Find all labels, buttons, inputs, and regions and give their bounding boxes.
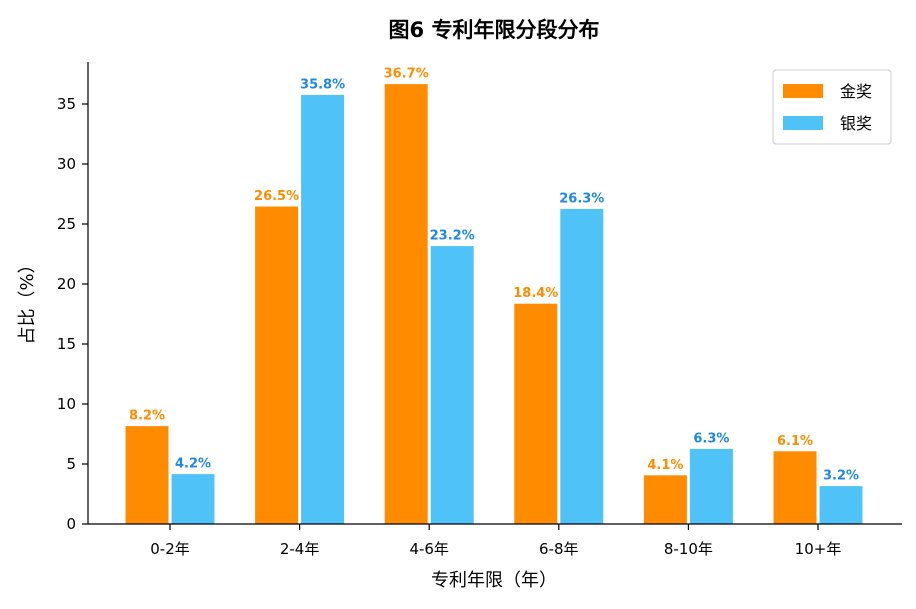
data-label-silver: 26.3%	[559, 191, 604, 206]
y-tick-label: 30	[57, 155, 76, 173]
legend-label-silver: 银奖	[840, 114, 872, 133]
x-tick-label: 10+年	[795, 540, 842, 558]
chart-title: 图6 专利年限分段分布	[389, 18, 600, 42]
bar-silver	[170, 473, 216, 525]
data-label-gold: 8.2%	[129, 409, 165, 424]
y-tick-label: 15	[57, 335, 76, 353]
data-label-silver: 3.2%	[823, 469, 859, 484]
y-tick-label: 10	[57, 395, 76, 413]
bar-silver	[300, 93, 346, 525]
data-label-gold: 6.1%	[777, 434, 813, 449]
data-label-gold: 26.5%	[254, 189, 299, 204]
legend: 金奖 银奖	[772, 69, 892, 145]
bar-silver	[559, 207, 605, 525]
y-axis-label: 占比（%）	[17, 255, 38, 344]
data-label-gold: 18.4%	[513, 286, 558, 301]
x-tick-label: 2-4年	[280, 540, 320, 558]
legend-frame	[772, 69, 892, 145]
bar-gold	[254, 205, 300, 525]
legend-swatch-gold	[783, 84, 823, 98]
data-label-silver: 4.2%	[175, 457, 211, 472]
legend-label-gold: 金奖	[840, 82, 872, 101]
bar-silver	[818, 485, 864, 525]
y-tick-label: 5	[66, 455, 76, 473]
data-label-silver: 35.8%	[300, 77, 345, 92]
y-ticks-group: 0 5 10 15 20 25 30 35	[57, 95, 88, 533]
x-tick-label: 8-10年	[664, 540, 713, 558]
x-tick-label: 4-6年	[409, 540, 449, 558]
y-tick-label: 25	[57, 215, 76, 233]
data-label-gold: 36.7%	[384, 67, 429, 82]
bar-gold	[124, 425, 170, 525]
y-tick-label: 35	[57, 95, 76, 113]
x-tick-label: 0-2年	[150, 540, 190, 558]
y-tick-label: 20	[57, 275, 76, 293]
data-label-gold: 4.1%	[647, 458, 683, 473]
x-axis-label: 专利年限（年）	[431, 570, 557, 591]
data-label-silver: 23.2%	[430, 229, 475, 244]
bar-silver	[688, 447, 734, 525]
y-tick-label: 0	[66, 515, 76, 533]
legend-swatch-silver	[783, 116, 823, 130]
bar-gold	[513, 302, 559, 525]
x-ticks-group: 0-2年 2-4年 4-6年 6-8年 8-10年 10+年	[150, 524, 841, 558]
bar-gold	[642, 474, 688, 525]
x-tick-label: 6-8年	[539, 540, 579, 558]
bar-gold	[383, 83, 429, 525]
data-label-silver: 6.3%	[693, 431, 729, 446]
bars-group	[124, 83, 864, 525]
bar-gold	[772, 450, 818, 525]
bar-silver	[429, 245, 475, 525]
data-labels-group: 8.2% 4.2% 26.5% 35.8% 36.7% 23.2% 18.4% 26.3% 4.…	[129, 67, 859, 484]
